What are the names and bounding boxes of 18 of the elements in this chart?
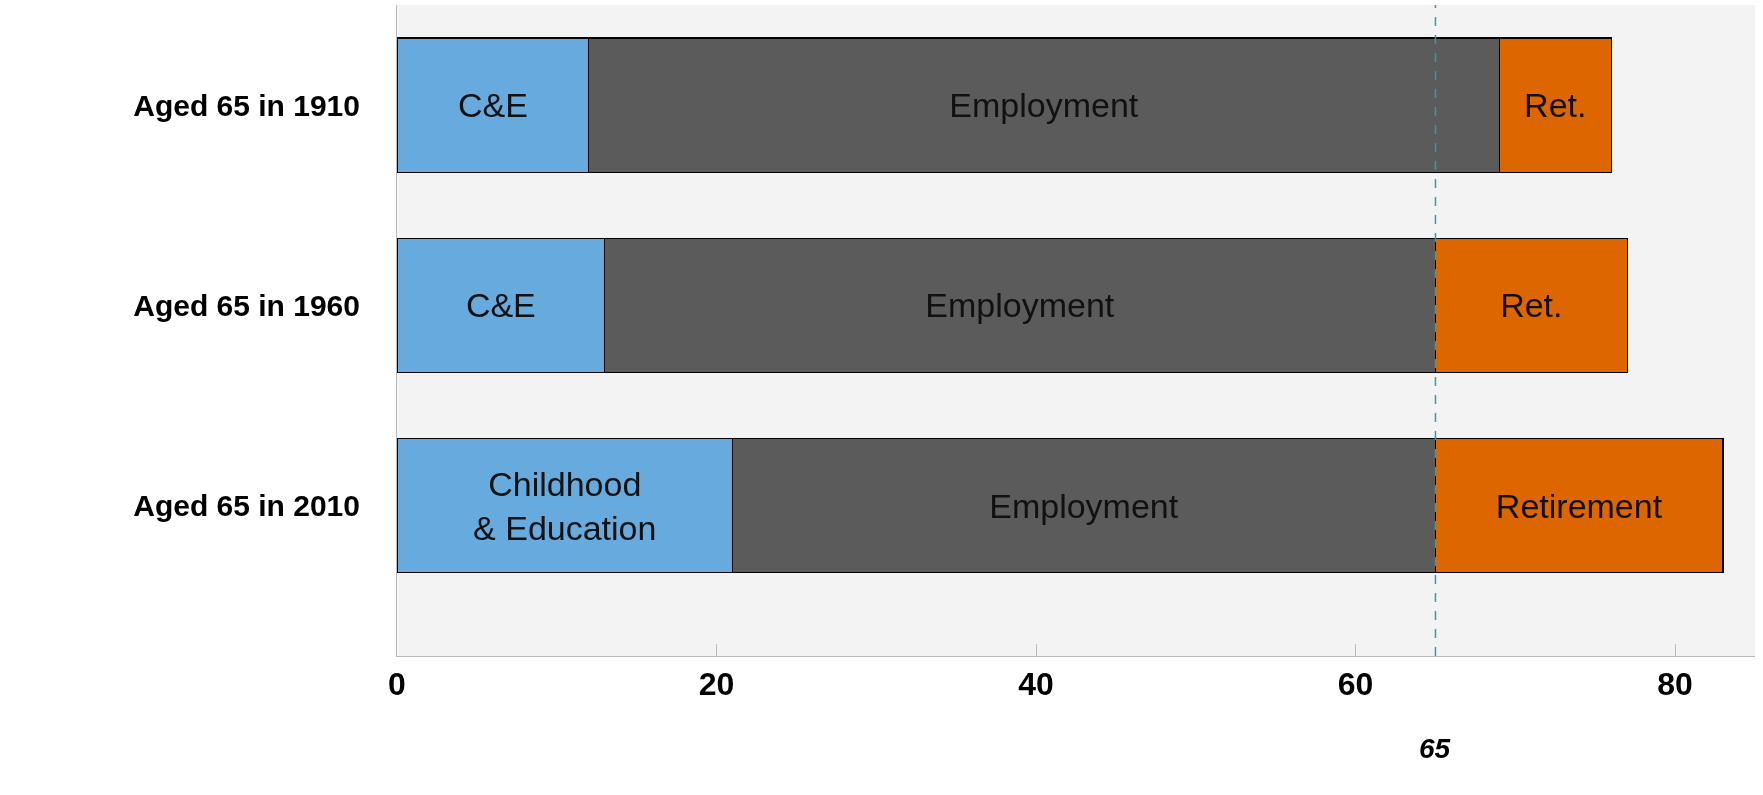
data-label: C&E [457, 86, 528, 125]
data-label: Employment [949, 86, 1139, 125]
y-tick-label: Aged 65 in 1960 [133, 288, 360, 322]
ref-line-label: 65 [1419, 733, 1451, 764]
y-tick-label: Aged 65 in 1910 [133, 88, 360, 122]
data-label: Employment [925, 286, 1115, 325]
data-label: Ret. [1500, 286, 1563, 325]
x-tick-label: 0 [388, 666, 406, 703]
data-label: Retirement [1495, 486, 1663, 525]
data-label: Childhood & Education [473, 464, 657, 547]
data-label: Employment [989, 486, 1179, 525]
x-tick-label: 60 [1337, 666, 1374, 703]
x-tick-label: 40 [1018, 666, 1054, 703]
y-tick-label: Aged 65 in 2010 [133, 489, 360, 523]
data-label: Ret. [1524, 86, 1587, 125]
data-label: C&E [465, 286, 536, 325]
x-tick-label: 20 [698, 666, 735, 703]
x-tick-label: 80 [1657, 666, 1693, 703]
